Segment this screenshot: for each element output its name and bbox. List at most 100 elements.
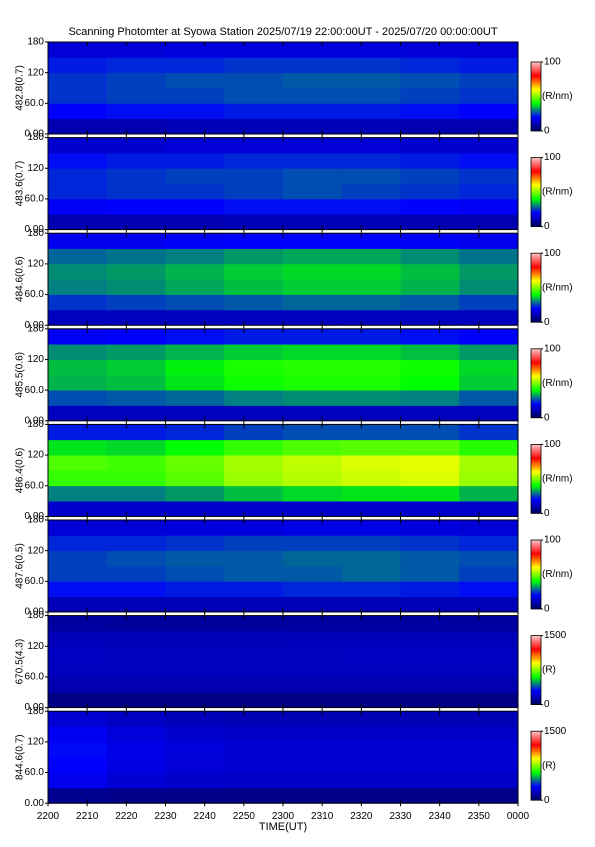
x-tick-label: 2210 — [76, 811, 99, 822]
colorbar — [530, 348, 542, 419]
heatmap-cell — [400, 424, 460, 441]
heatmap-cell — [341, 263, 401, 280]
heatmap-cell — [48, 520, 108, 536]
heatmap-cell — [224, 485, 284, 502]
heatmap-cell — [341, 198, 401, 215]
heatmap-cell — [224, 566, 284, 582]
heatmap-cell — [283, 646, 343, 662]
heatmap-cell — [459, 676, 519, 693]
heatmap-cell — [459, 248, 519, 265]
colorbar-tick-label: 0 — [544, 126, 550, 137]
colorbar — [530, 539, 542, 610]
heatmap-cell — [341, 646, 401, 662]
heatmap-cell — [341, 455, 401, 471]
heatmap-cell — [106, 152, 166, 169]
heatmap-cell — [224, 57, 284, 74]
heatmap-cell — [165, 455, 225, 471]
heatmap-cell — [400, 741, 460, 758]
heatmap-cell — [106, 757, 166, 773]
y-tick-label: 0.00 — [25, 798, 45, 809]
heatmap-cell — [48, 183, 108, 200]
heatmap-cell — [106, 248, 166, 265]
y-axis-label: 484.6(0.6) — [15, 256, 26, 302]
heatmap-cell — [283, 294, 343, 311]
heatmap-cell — [283, 711, 343, 727]
colorbar-label: (R/nm) — [542, 569, 573, 580]
heatmap-cell — [400, 168, 460, 184]
heatmap-cell — [224, 309, 284, 326]
heatmap-cell — [48, 485, 108, 502]
heatmap-cell — [400, 439, 460, 456]
heatmap-cell — [341, 183, 401, 200]
heatmap-cell — [224, 615, 284, 632]
heatmap-cell — [48, 646, 108, 662]
heatmap-cell — [48, 279, 108, 295]
y-tick-label: 180 — [27, 37, 44, 48]
colorbar-tick-label: 100 — [544, 535, 561, 546]
y-tick-label: 120 — [27, 545, 44, 556]
heatmap-cell — [283, 692, 343, 708]
heatmap-cell — [224, 424, 284, 441]
heatmap-cell — [224, 248, 284, 265]
heatmap-cell — [283, 439, 343, 456]
heatmap-cell — [165, 581, 225, 598]
heatmap-cell — [48, 248, 108, 265]
heatmap-cell — [48, 455, 108, 471]
heatmap-cell — [283, 630, 343, 647]
heatmap-cell — [459, 615, 519, 632]
heatmap-cell — [165, 72, 225, 89]
heatmap-cell — [341, 550, 401, 567]
heatmap-cell — [341, 214, 401, 230]
heatmap-cell — [48, 741, 108, 758]
x-tick-label: 2320 — [350, 811, 373, 822]
heatmap-cell — [165, 615, 225, 632]
heatmap-cell — [224, 374, 284, 391]
heatmap-cell — [48, 615, 108, 632]
heatmap-cell — [400, 676, 460, 693]
heatmap-cell — [48, 198, 108, 215]
y-tick-label: 120 — [27, 67, 44, 78]
heatmap-cell — [283, 137, 343, 154]
heatmap-cell — [341, 757, 401, 773]
heatmap-cell — [459, 309, 519, 326]
heatmap-cell — [224, 646, 284, 662]
colorbar-label: (R/nm) — [542, 378, 573, 389]
heatmap-cell — [224, 137, 284, 154]
heatmap-cell — [283, 72, 343, 89]
heatmap-cell — [224, 168, 284, 184]
colorbar-tick-label: 100 — [544, 343, 561, 354]
heatmap-cell — [224, 390, 284, 406]
heatmap-cell — [400, 787, 460, 804]
heatmap-cell — [283, 359, 343, 376]
heatmap-cell — [400, 535, 460, 552]
colorbar-tick-label: 0 — [544, 604, 550, 615]
heatmap-cell — [341, 726, 401, 743]
heatmap-cell — [224, 455, 284, 471]
heatmap-cell — [224, 152, 284, 169]
heatmap-cell — [459, 630, 519, 647]
heatmap-cell — [283, 198, 343, 215]
heatmap-cell — [48, 535, 108, 552]
heatmap-cell — [224, 103, 284, 120]
heatmap-cell — [459, 405, 519, 422]
heatmap-cell — [341, 566, 401, 582]
y-tick-label: 120 — [27, 641, 44, 652]
heatmap-cell — [48, 359, 108, 376]
heatmap-cell — [283, 676, 343, 693]
y-tick-label: 0.00 — [25, 129, 45, 140]
heatmap-cell — [400, 57, 460, 74]
heatmap-cell — [106, 168, 166, 184]
heatmap-cell — [459, 88, 519, 104]
heatmap-cell — [106, 550, 166, 567]
heatmap-cell — [400, 344, 460, 360]
heatmap-cell — [459, 279, 519, 295]
heatmap-cell — [341, 359, 401, 376]
heatmap-cell — [341, 42, 401, 58]
heatmap-cell — [106, 263, 166, 280]
heatmap-cell — [106, 118, 166, 135]
heatmap-cell — [224, 757, 284, 773]
heatmap-cell — [165, 726, 225, 743]
y-tick-label: 180 — [27, 515, 44, 526]
heatmap-cell — [48, 390, 108, 406]
